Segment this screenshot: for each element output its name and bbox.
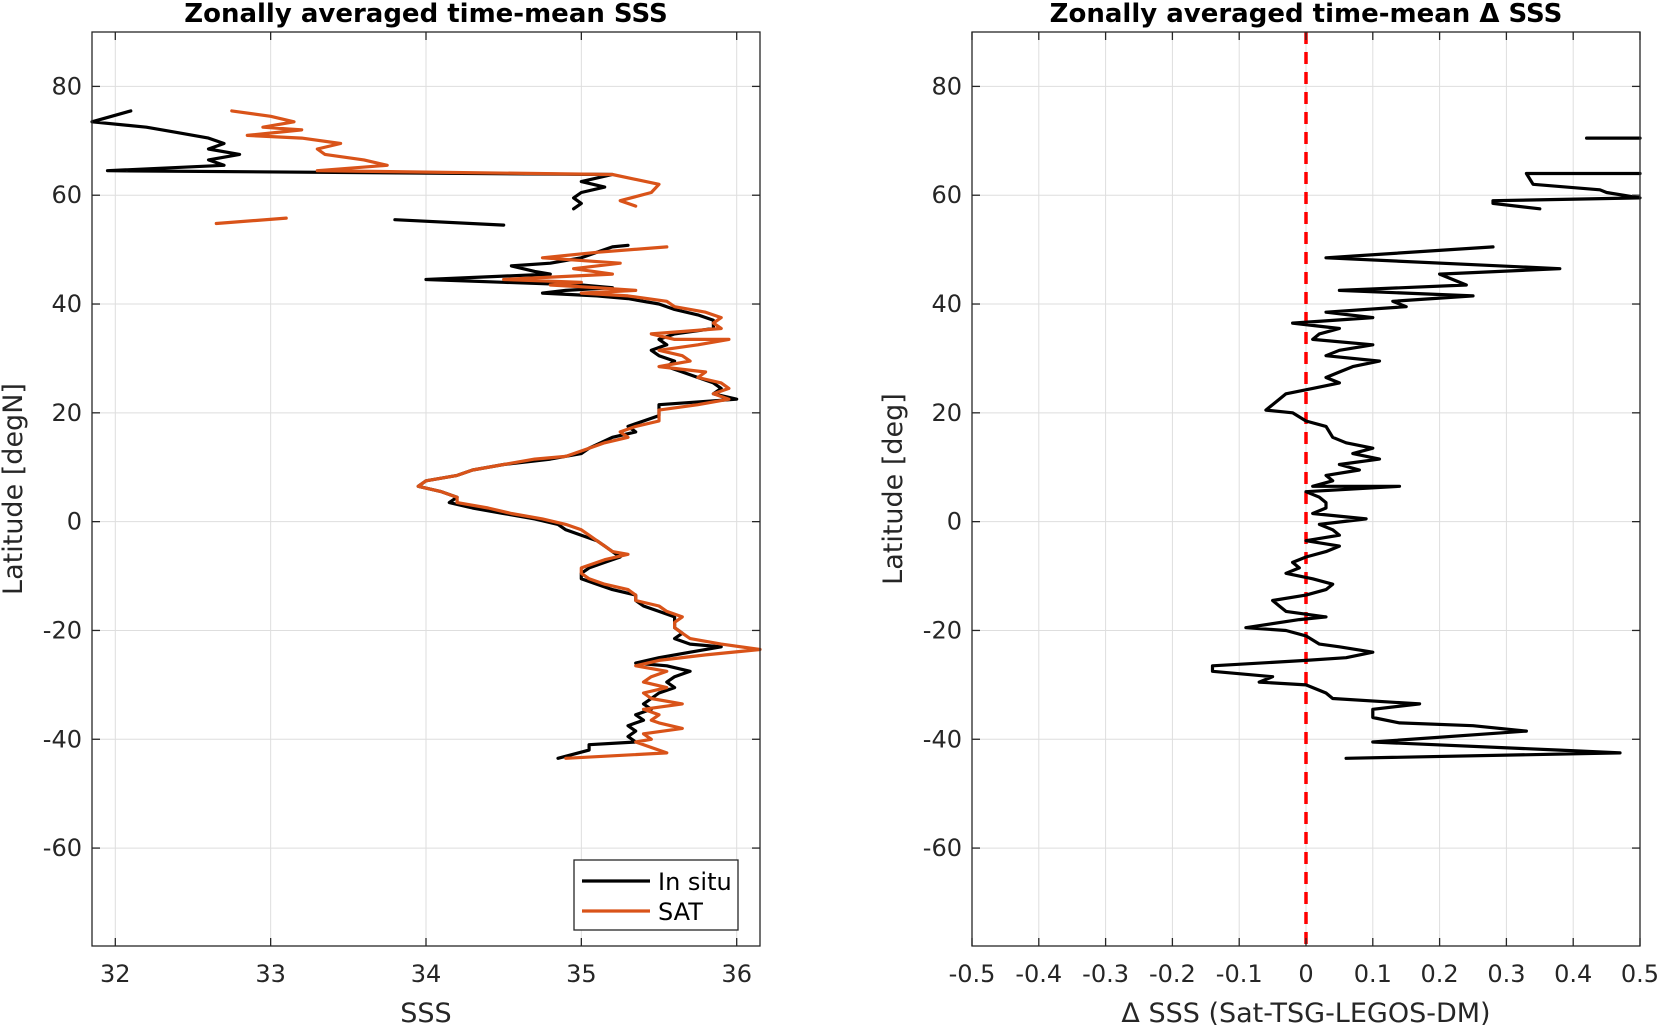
sss-in-situ-line	[90, 109, 615, 211]
sss-x-axis-label: SSS	[400, 998, 451, 1025]
delta-sss-series-0-line	[1491, 171, 1642, 211]
delta-sss-y-tick-label: 40	[931, 290, 962, 318]
sss-y-tick-label: 20	[51, 399, 82, 427]
sss-y-tick-label: -60	[43, 834, 82, 862]
legend-label-in-situ: In situ	[658, 868, 732, 896]
sss-y-tick-label: 60	[51, 181, 82, 209]
delta-sss-x-tick-label: -0.1	[1216, 960, 1263, 988]
sss-x-tick-label: 35	[566, 960, 597, 988]
delta-sss-series-0-line	[1210, 245, 1622, 760]
delta-sss-y-axis-label: Latitude [deg]	[878, 393, 909, 585]
delta-sss-x-tick-label: -0.3	[1082, 960, 1129, 988]
sss-in-situ-line	[416, 243, 739, 760]
sss-y-tick-label: -40	[43, 725, 82, 753]
sss-y-axis-label: Latitude [degN]	[0, 383, 29, 595]
delta-sss-chart-title: Zonally averaged time-mean Δ SSS	[1050, 0, 1563, 29]
delta-sss-x-tick-label: -0.5	[949, 960, 996, 988]
delta-sss-x-tick-label: -0.2	[1149, 960, 1196, 988]
sss-series	[90, 109, 762, 760]
delta-sss-x-tick-label: 0.5	[1621, 960, 1659, 988]
delta-sss-y-tick-label: 0	[947, 508, 962, 536]
sss-y-tick-label: 40	[51, 290, 82, 318]
delta-sss-x-tick-label: 0.1	[1354, 960, 1392, 988]
sss-x-tick-label: 32	[100, 960, 131, 988]
sss-x-tick-label: 33	[255, 960, 286, 988]
sss-panel: 32 33 34 35 36 80 60 40 20 0 -20 -40 -60 Zonally ave…	[0, 0, 762, 1025]
delta-sss-x-tick-label: 0	[1298, 960, 1313, 988]
delta-sss-grid	[971, 32, 1641, 946]
sss-y-tick-label: -20	[43, 616, 82, 644]
delta-sss-series	[1210, 136, 1642, 760]
sss-y-tick-label: 80	[51, 72, 82, 100]
delta-sss-y-tick-label: 20	[931, 399, 962, 427]
delta-sss-x-tick-label: 0.2	[1421, 960, 1459, 988]
sss-x-tick-label: 34	[411, 960, 442, 988]
delta-sss-x-axis-label: Δ SSS (Sat-TSG-LEGOS-DM)	[1121, 998, 1490, 1025]
sss-sat-line	[214, 216, 288, 226]
delta-sss-y-tick-label: 60	[931, 181, 962, 209]
delta-sss-x-tick-label: -0.4	[1015, 960, 1062, 988]
sss-sat-line	[230, 109, 661, 208]
delta-sss-y-tick-label: -40	[923, 725, 962, 753]
sss-ticks: 32 33 34 35 36 80 60 40 20 0 -20 -40 -60	[43, 32, 760, 988]
delta-sss-panel: -0.5 -0.4 -0.3 -0.2 -0.1 0 0.1 0.2 0.3 0.4 0.5 80 60…	[878, 0, 1659, 1025]
sss-in-situ-line	[393, 218, 506, 227]
sss-sat-line	[416, 245, 762, 760]
sss-x-tick-label: 36	[721, 960, 752, 988]
delta-sss-y-tick-label: 80	[931, 72, 962, 100]
legend-label-sat: SAT	[658, 898, 703, 926]
delta-sss-x-tick-label: 0.4	[1554, 960, 1592, 988]
sss-chart-title: Zonally averaged time-mean SSS	[184, 0, 668, 29]
sss-grid	[92, 32, 760, 946]
legend: In situ SAT	[573, 859, 739, 931]
delta-sss-ticks: -0.5 -0.4 -0.3 -0.2 -0.1 0 0.1 0.2 0.3 0.4 0.5 80 60…	[923, 32, 1659, 988]
sss-y-tick-label: 0	[67, 508, 82, 536]
delta-sss-x-tick-label: 0.3	[1487, 960, 1525, 988]
legend-box	[573, 859, 739, 931]
delta-sss-y-tick-label: -20	[923, 616, 962, 644]
delta-sss-y-tick-label: -60	[923, 834, 962, 862]
